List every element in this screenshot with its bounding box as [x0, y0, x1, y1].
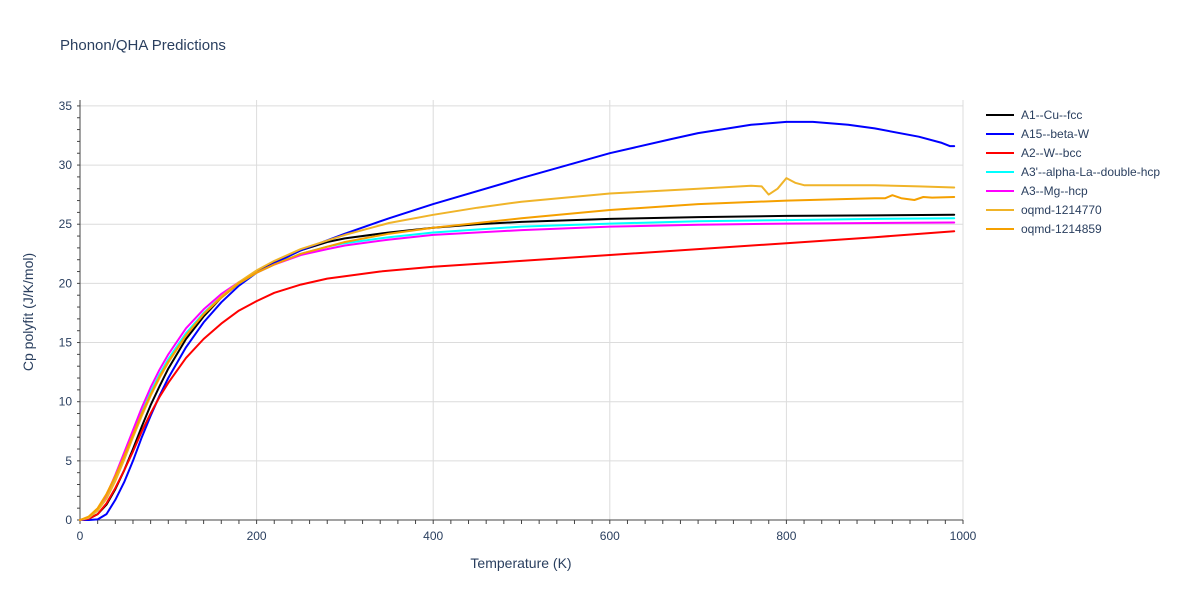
legend-label: oqmd-1214859 — [1021, 222, 1102, 236]
y-axis-label: Cp polyfit (J/K/mol) — [20, 253, 36, 371]
y-tick-label: 15 — [59, 336, 73, 350]
series-line-2[interactable] — [79, 230, 956, 521]
y-axis-ticks: 0 5 10 15 20 25 30 35 — [59, 99, 73, 527]
legend-item[interactable]: oqmd-1214770 — [986, 203, 1102, 217]
y-tick-label: 0 — [65, 513, 72, 527]
series-line-1[interactable] — [79, 120, 956, 521]
y-tick-label: 10 — [59, 395, 73, 409]
chart-title: Phonon/QHA Predictions — [60, 37, 226, 54]
x-axis-label: Temperature (K) — [470, 555, 571, 571]
legend[interactable]: A1--Cu--fcc A15--beta-W A2--W--bcc A3'--alp… — [986, 108, 1160, 236]
series-line-3[interactable] — [79, 217, 956, 521]
plot-area — [79, 120, 956, 521]
x-tick-label: 200 — [247, 529, 267, 543]
y-tick-label: 35 — [59, 99, 73, 113]
legend-item[interactable]: A3--Mg--hcp — [986, 184, 1088, 198]
y-tick-label: 20 — [59, 276, 73, 290]
x-axis-ticks: 0 200 400 600 800 1000 — [77, 529, 977, 543]
legend-label: A15--beta-W — [1021, 127, 1090, 141]
series-line-6[interactable] — [79, 194, 956, 521]
x-tick-label: 600 — [600, 529, 620, 543]
legend-item[interactable]: A15--beta-W — [986, 127, 1090, 141]
legend-label: A1--Cu--fcc — [1021, 108, 1082, 122]
legend-label: A2--W--bcc — [1021, 146, 1081, 160]
y-tick-label: 5 — [65, 454, 72, 468]
legend-label: oqmd-1214770 — [1021, 203, 1102, 217]
y-tick-label: 25 — [59, 217, 73, 231]
legend-item[interactable]: A3'--alpha-La--double-hcp — [986, 165, 1160, 179]
series-line-4[interactable] — [79, 221, 956, 521]
x-tick-label: 1000 — [950, 529, 977, 543]
legend-item[interactable]: A1--Cu--fcc — [986, 108, 1082, 122]
x-tick-label: 0 — [77, 529, 84, 543]
y-tick-label: 30 — [59, 158, 73, 172]
x-tick-label: 800 — [776, 529, 796, 543]
legend-item[interactable]: oqmd-1214859 — [986, 222, 1102, 236]
legend-label: A3'--alpha-La--double-hcp — [1021, 165, 1160, 179]
legend-label: A3--Mg--hcp — [1021, 184, 1088, 198]
legend-item[interactable]: A2--W--bcc — [986, 146, 1081, 160]
grid-lines — [80, 100, 964, 520]
x-tick-label: 400 — [423, 529, 443, 543]
axes — [77, 100, 964, 524]
